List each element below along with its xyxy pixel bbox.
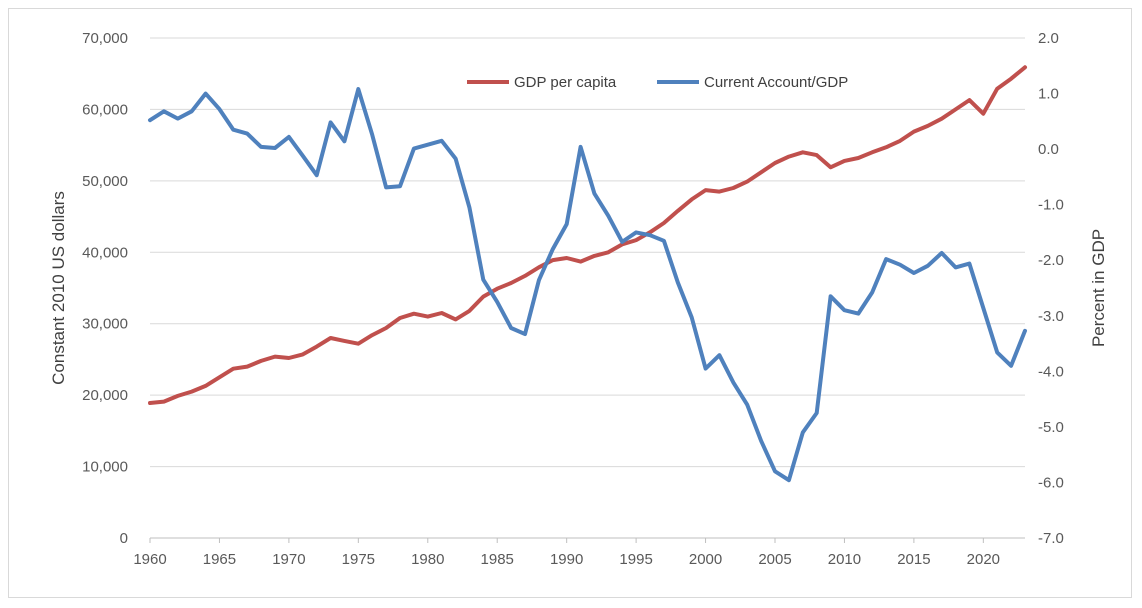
- y-right-tick-label: -2.0: [1038, 252, 1064, 269]
- y-right-tick-label: 0.0: [1038, 141, 1059, 158]
- legend-label-gdp-per-capita: GDP per capita: [514, 74, 617, 91]
- y-right-tick-label: -7.0: [1038, 530, 1064, 547]
- y-axis-right-title: Percent in GDP: [1089, 229, 1108, 347]
- x-tick-label: 1975: [342, 551, 375, 568]
- x-axis: 1960 1965 1970 1975 1980 1985 1990 1995 2000 2005…: [133, 537, 1025, 568]
- y-axis-right: -7.0 -6.0 -5.0 -4.0 -3.0 -2.0 -1.0 0.0 1.0 2.0: [1038, 30, 1064, 547]
- x-tick-label: 2020: [967, 551, 1000, 568]
- y-right-tick-label: -5.0: [1038, 419, 1064, 436]
- y-right-tick-label: -1.0: [1038, 197, 1064, 214]
- x-tick-label: 1970: [272, 551, 305, 568]
- y-axis-left: 0 10,000 20,000 30,000 40,000 50,000 60,000 70,…: [82, 30, 128, 547]
- series-line-current-account: [148, 87, 1027, 483]
- y-right-tick-label: 1.0: [1038, 86, 1059, 103]
- gridlines: [150, 37, 1025, 539]
- y-left-tick-label: 20,000: [82, 387, 128, 404]
- series-line-gdp-per-capita: [148, 65, 1027, 405]
- x-tick-label: 2005: [758, 551, 791, 568]
- y-right-tick-label: -4.0: [1038, 363, 1064, 380]
- x-tick-label: 1960: [133, 551, 166, 568]
- y-right-tick-label: -3.0: [1038, 308, 1064, 325]
- y-right-tick-label: 2.0: [1038, 30, 1059, 47]
- x-tick-label: 2015: [897, 551, 930, 568]
- legend: GDP per capita Current Account/GDP: [467, 74, 848, 91]
- y-left-tick-label: 10,000: [82, 459, 128, 476]
- y-left-tick-label: 70,000: [82, 30, 128, 47]
- x-tick-label: 1980: [411, 551, 444, 568]
- x-tick-label: 1965: [203, 551, 236, 568]
- y-left-tick-label: 50,000: [82, 173, 128, 190]
- x-tick-label: 1985: [481, 551, 514, 568]
- y-right-tick-label: -6.0: [1038, 474, 1064, 491]
- x-tick-label: 2000: [689, 551, 722, 568]
- x-tick-label: 1990: [550, 551, 583, 568]
- y-left-tick-label: 60,000: [82, 101, 128, 118]
- y-left-tick-label: 40,000: [82, 244, 128, 261]
- x-tick-label: 2010: [828, 551, 861, 568]
- x-tick-label: 1995: [619, 551, 652, 568]
- y-left-tick-label: 0: [120, 530, 128, 547]
- legend-label-current-account: Current Account/GDP: [704, 74, 848, 91]
- y-left-tick-label: 30,000: [82, 316, 128, 333]
- series-lines: [148, 65, 1027, 483]
- y-axis-left-title: Constant 2010 US dollars: [49, 191, 68, 385]
